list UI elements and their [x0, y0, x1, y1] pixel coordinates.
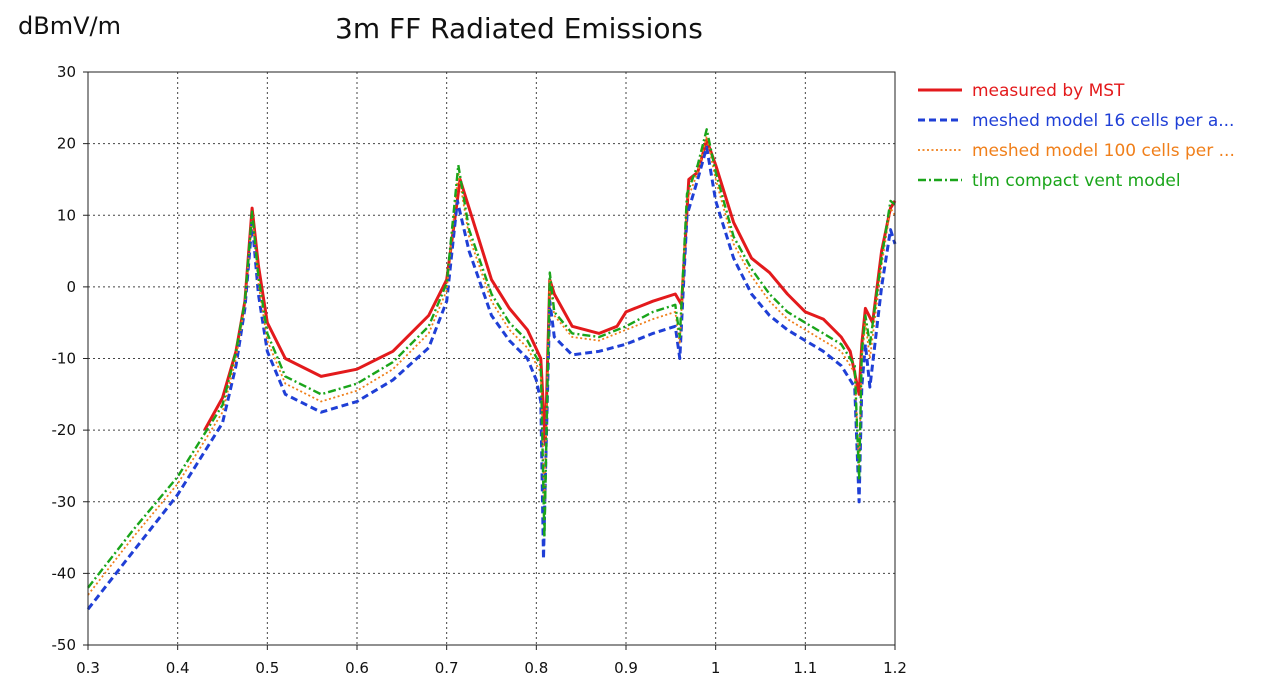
series-line-2: [86, 145, 897, 611]
series-line-1: [203, 138, 897, 446]
x-tick-label: 1.2: [883, 659, 907, 677]
chart-title: 3m FF Radiated Emissions: [335, 12, 703, 45]
y-tick-label: 10: [57, 206, 76, 224]
grid: [87, 71, 896, 646]
series-line-3: [87, 135, 896, 596]
tick-labels: 0.3 0.4 0.5 0.6 0.7 0.8 0.9 1 1.1 1.2 30 20 10 0 -10 -2…: [52, 63, 907, 677]
series-lines: [86, 128, 897, 611]
x-tick-label: 0.3: [76, 659, 100, 677]
y-tick-label: -10: [52, 350, 77, 368]
legend-label-4: tlm compact vent model: [972, 171, 1181, 191]
x-tick-label: 0.9: [614, 659, 638, 677]
series-line-4: [87, 128, 896, 589]
y-tick-label: -50: [52, 636, 77, 654]
y-tick-label: -40: [52, 564, 77, 582]
x-tick-label: 0.7: [435, 659, 459, 677]
legend: measured by MST meshed model 16 cells per…: [918, 81, 1235, 191]
x-tick-label: 1.1: [793, 659, 817, 677]
x-tick-label: 0.5: [255, 659, 279, 677]
y-tick-label: 0: [66, 278, 76, 296]
legend-label-2: meshed model 16 cells per a...: [972, 111, 1234, 131]
legend-label-3: meshed model 100 cells per ...: [972, 141, 1235, 161]
x-tick-label: 0.4: [166, 659, 190, 677]
y-axis-unit-label: dBmV/m: [18, 12, 121, 40]
x-tick-label: 0.6: [345, 659, 369, 677]
x-tick-label: 0.8: [524, 659, 548, 677]
y-tick-label: -30: [52, 493, 77, 511]
y-tick-label: 30: [57, 63, 76, 81]
legend-label-1: measured by MST: [972, 81, 1125, 101]
y-tick-label: -20: [52, 421, 77, 439]
x-tick-label: 1: [711, 659, 721, 677]
y-tick-label: 20: [57, 135, 76, 153]
